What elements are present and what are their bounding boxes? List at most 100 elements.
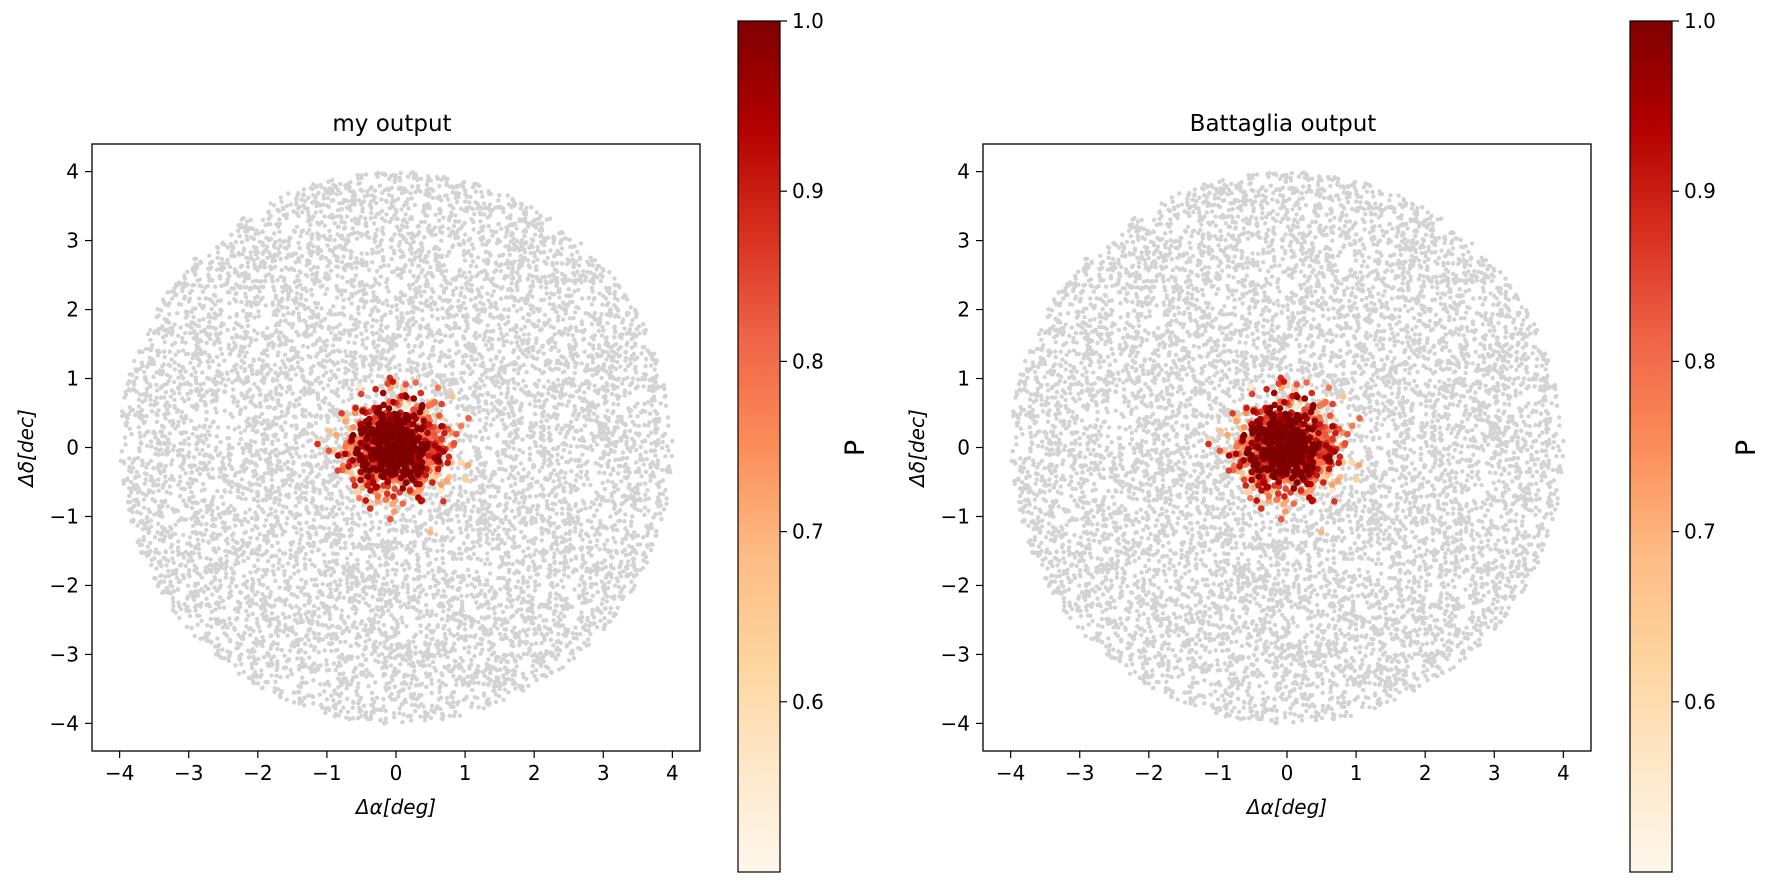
background-point — [459, 387, 464, 393]
background-point — [462, 513, 467, 518]
background-point — [133, 367, 138, 372]
background-point — [539, 526, 544, 531]
background-point — [441, 517, 446, 523]
background-point — [504, 671, 509, 676]
background-point — [214, 588, 220, 593]
background-point — [350, 705, 355, 710]
background-point — [225, 245, 231, 250]
background-point — [420, 317, 425, 322]
background-point — [550, 507, 556, 512]
background-point — [602, 616, 607, 621]
background-point — [585, 269, 590, 275]
background-point — [570, 630, 575, 636]
background-point — [396, 591, 401, 596]
background-point — [624, 455, 630, 461]
background-point — [355, 716, 361, 721]
background-point — [429, 677, 434, 682]
background-point — [403, 658, 409, 663]
background-point — [389, 216, 395, 221]
background-point — [265, 585, 270, 591]
background-point — [622, 584, 627, 589]
background-point — [397, 711, 402, 716]
background-point — [521, 378, 526, 384]
background-point — [297, 541, 302, 546]
background-point — [353, 521, 358, 526]
background-point — [478, 651, 483, 656]
background-point — [257, 483, 262, 488]
background-point — [623, 526, 628, 531]
background-point — [543, 279, 548, 284]
background-point — [418, 300, 423, 306]
background-point — [217, 474, 222, 480]
background-point — [527, 446, 532, 451]
background-point — [470, 687, 475, 693]
background-point — [405, 332, 410, 337]
background-point — [204, 556, 209, 561]
background-point — [566, 565, 571, 570]
background-point — [615, 605, 620, 610]
background-point — [632, 505, 637, 511]
background-point — [573, 501, 579, 507]
background-point — [388, 663, 394, 668]
background-point — [137, 414, 142, 419]
background-point — [563, 480, 568, 485]
background-point — [589, 553, 594, 558]
background-point — [215, 488, 220, 494]
background-point — [420, 245, 425, 251]
background-point — [471, 445, 477, 450]
background-point — [487, 588, 492, 594]
background-point — [250, 576, 255, 582]
background-point — [297, 395, 303, 401]
background-point — [485, 676, 491, 681]
background-point — [503, 495, 508, 500]
background-point — [468, 546, 473, 552]
background-point — [156, 551, 162, 556]
background-point — [463, 634, 469, 639]
background-point — [176, 552, 181, 557]
background-point — [533, 668, 539, 673]
background-point — [551, 521, 557, 526]
background-point — [139, 542, 144, 548]
background-point — [200, 447, 205, 453]
background-point — [485, 557, 490, 562]
background-point — [508, 439, 514, 445]
background-point — [617, 518, 623, 524]
background-point — [163, 390, 169, 395]
background-point — [547, 430, 552, 436]
background-point — [536, 216, 542, 221]
background-point — [277, 585, 282, 590]
background-point — [215, 648, 221, 653]
background-point — [635, 414, 640, 419]
background-point — [480, 194, 485, 199]
background-point — [142, 505, 147, 510]
background-point — [458, 530, 464, 535]
background-point — [406, 298, 411, 303]
background-point — [497, 253, 502, 259]
background-point — [326, 311, 331, 316]
background-point — [351, 563, 357, 568]
background-point — [294, 558, 299, 563]
background-point — [318, 466, 323, 472]
background-point — [369, 324, 375, 329]
background-point — [241, 450, 246, 456]
background-point — [436, 218, 442, 223]
background-point — [414, 361, 419, 366]
background-point — [235, 399, 240, 404]
background-point — [318, 209, 324, 214]
background-point — [385, 568, 390, 574]
background-point — [635, 377, 641, 382]
background-point — [482, 201, 487, 206]
background-point — [644, 457, 649, 462]
background-point — [338, 709, 343, 714]
background-point — [297, 637, 302, 642]
background-point — [544, 291, 549, 296]
background-point — [406, 197, 411, 202]
background-point — [472, 584, 477, 590]
background-point — [242, 630, 247, 636]
background-point — [160, 451, 165, 457]
background-point — [265, 371, 271, 376]
background-point — [232, 627, 237, 632]
background-point — [559, 578, 564, 583]
background-point — [299, 197, 304, 202]
background-point — [349, 527, 354, 533]
